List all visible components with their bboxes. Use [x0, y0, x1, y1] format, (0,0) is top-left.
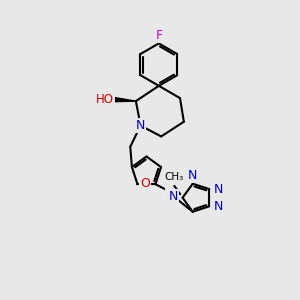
Text: N: N — [213, 183, 223, 196]
Text: N: N — [169, 190, 178, 203]
Text: N: N — [136, 119, 145, 132]
Text: CH₃: CH₃ — [165, 172, 184, 182]
Text: O: O — [140, 177, 150, 190]
Polygon shape — [115, 98, 136, 102]
Text: N: N — [188, 169, 197, 182]
Text: HO: HO — [96, 93, 114, 106]
Text: S: S — [166, 189, 174, 202]
Text: F: F — [155, 29, 162, 42]
Text: N: N — [213, 200, 223, 213]
